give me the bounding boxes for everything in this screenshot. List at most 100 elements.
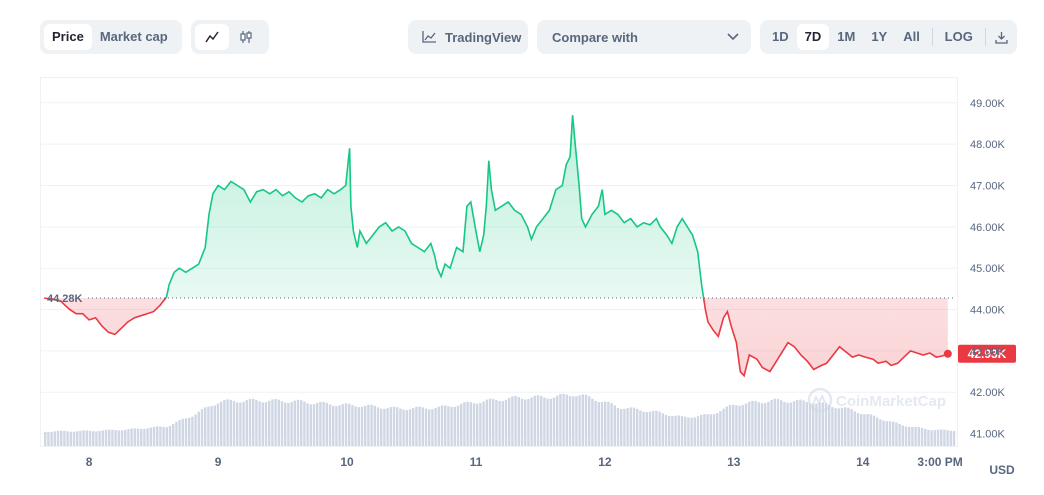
volume-bar [482,401,485,446]
volume-bar [834,408,837,446]
volume-bar [722,408,725,446]
range-7d[interactable]: 7D [796,24,830,50]
range-all[interactable]: All [903,29,920,44]
volume-bar [316,403,319,446]
tab-price[interactable]: Price [44,24,92,50]
volume-bar [847,407,850,446]
volume-bar [332,405,335,446]
volume-bar [844,407,847,446]
volume-bar [879,419,882,446]
volume-bar [306,403,309,446]
volume-bar [536,395,540,446]
volume-bar [860,414,863,446]
x-tick-label: 14 [856,455,870,469]
candlestick-icon[interactable] [229,24,263,50]
line-chart-icon[interactable] [195,24,229,50]
volume-bar [719,411,722,446]
volume-bar [354,406,357,446]
range-1d[interactable]: 1D [772,29,789,44]
volume-bar [940,429,943,446]
y-tick-label: 45.00K [970,263,1006,275]
volume-bar [213,405,216,446]
volume-bar [156,426,159,446]
volume-bar [917,427,920,446]
volume-bar [277,399,280,446]
volume-bar [261,402,264,446]
volume-bar [805,402,808,446]
chart-style-toggle [191,20,269,54]
volume-bar [149,427,152,446]
volume-bar [79,430,82,446]
range-1y[interactable]: 1Y [871,29,888,44]
volume-bar [850,409,853,446]
tradingview-label: TradingView [445,29,522,45]
volume-bar [588,396,591,446]
volume-bar [616,407,620,446]
volume-bar [338,405,341,446]
volume-bar [322,401,325,446]
volume-bar [936,429,940,446]
volume-bar [76,431,79,446]
area-above [44,115,948,298]
volume-bar [440,405,444,446]
x-tick-label: 13 [727,455,741,469]
volume-bar [127,429,130,446]
y-tick-label: 48.00K [970,139,1006,151]
volume-bar [776,398,780,446]
volume-bar [530,397,533,446]
price-series [43,115,949,378]
volume-bar [764,403,767,446]
volume-bar [399,408,402,446]
volume-bar [706,414,709,446]
volume-bar [159,426,162,446]
volume-bar [872,415,876,446]
volume-bar [296,399,300,446]
volume-bar [655,410,658,446]
volume-bar [162,426,165,446]
range-1m[interactable]: 1M [837,29,856,44]
volume-bar [559,393,562,446]
volume-bar [437,406,440,446]
volume-bar [738,405,741,446]
volume-bar [373,405,376,446]
volume-bar [591,398,594,446]
volume-bar [876,417,879,446]
volume-bar [748,401,751,446]
volume-bar [898,423,901,446]
tab-market-cap[interactable]: Market cap [99,29,168,44]
divider [984,28,986,46]
volume-bar [319,401,322,446]
volume-bar [639,410,642,446]
volume-bar [460,403,463,446]
volume-bar [840,407,844,446]
download-icon[interactable] [990,24,1013,50]
volume-bar [168,426,172,446]
volume-bar [200,409,204,446]
log-scale-toggle[interactable]: LOG [944,29,973,44]
volume-bar [188,417,191,446]
volume-bar [178,419,181,446]
volume-bar [485,399,488,446]
volume-bar [751,400,754,446]
volume-bar [434,408,437,446]
compare-with-select[interactable]: Compare with [537,20,751,54]
volume-bar [463,402,466,446]
volume-bar [133,428,136,446]
volume-bar [770,399,773,446]
chevron-down-icon [727,33,739,41]
volume-bar [927,429,930,446]
divider [931,28,933,46]
watermark-text: CoinMarketCap [836,393,946,410]
volume-bar [565,394,568,446]
volume-bar [709,414,712,446]
volume-bar [904,426,908,446]
volume-bar [674,415,677,446]
tradingview-button[interactable]: TradingView [408,20,528,54]
volume-bar [613,405,616,446]
volume-bar [892,421,895,446]
volume-bar [952,431,956,446]
y-tick-label: 41.00K [970,429,1006,441]
volume-bar [792,401,796,446]
volume-bar [236,402,239,446]
